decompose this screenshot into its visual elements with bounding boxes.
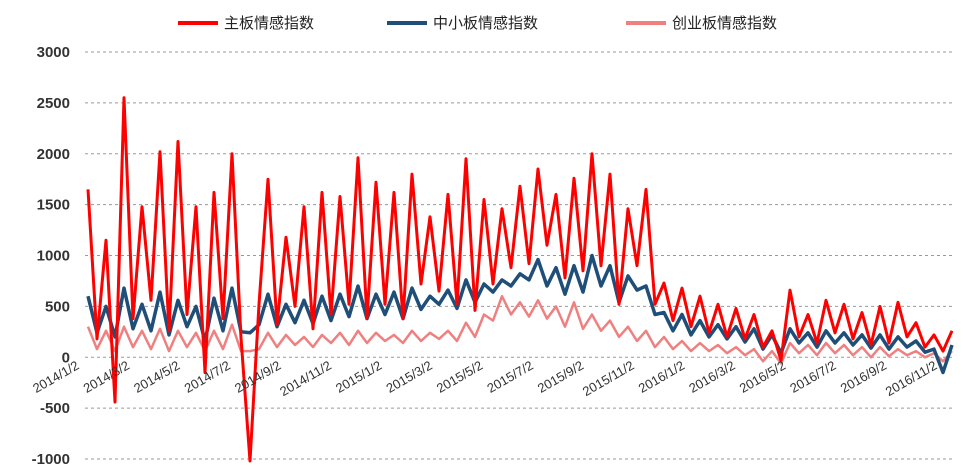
y-tick-label: 2500 <box>37 95 70 112</box>
x-tick-label: 2015/11/2 <box>580 358 637 399</box>
legend: 主板情感指数 中小板情感指数 创业板情感指数 <box>178 14 777 32</box>
x-axis-ticks: 2014/1/2 2014/3/2 2014/5/2 2014/7/2 2014/9/2… <box>30 358 939 399</box>
x-tick-label: 2015/1/2 <box>333 358 384 396</box>
y-tick-label: 1500 <box>37 197 70 214</box>
legend-label-1: 中小板情感指数 <box>433 14 538 32</box>
x-tick-label: 2015/5/2 <box>434 358 485 396</box>
x-tick-label: 2016/3/2 <box>686 358 737 396</box>
x-tick-label: 2014/5/2 <box>131 358 182 396</box>
x-tick-label: 2015/9/2 <box>535 358 586 396</box>
x-tick-label: 2014/1/2 <box>30 358 81 396</box>
x-tick-label: 2015/3/2 <box>383 358 434 396</box>
x-tick-label: 2016/1/2 <box>636 358 687 396</box>
series-layer <box>86 96 954 463</box>
y-tick-label: 0 <box>62 349 70 366</box>
y-tick-label: 3000 <box>37 44 70 61</box>
series-line-1 <box>86 253 954 375</box>
x-tick-label: 2014/3/2 <box>81 358 132 396</box>
y-tick-label: -1000 <box>32 451 70 468</box>
x-tick-label: 2016/9/2 <box>838 358 889 396</box>
x-tick-label: 2015/7/2 <box>484 358 535 396</box>
legend-label-0: 主板情感指数 <box>224 14 314 32</box>
x-tick-label: 2014/9/2 <box>232 358 283 396</box>
x-tick-label: 2016/7/2 <box>787 358 838 396</box>
x-tick-label: 2016/5/2 <box>737 358 788 396</box>
series-line-0 <box>86 96 954 463</box>
y-tick-label: 500 <box>45 298 70 315</box>
legend-label-2: 创业板情感指数 <box>672 14 777 32</box>
x-tick-label: 2016/11/2 <box>883 358 940 399</box>
series-line-2 <box>86 294 953 365</box>
grid-layer <box>85 51 952 460</box>
y-axis-ticks: -1000 -500 0 500 1000 1500 2000 2500 3000 <box>32 44 70 468</box>
y-tick-label: 1000 <box>37 248 70 265</box>
x-tick-label: 2014/7/2 <box>182 358 233 396</box>
y-tick-label: -500 <box>40 400 70 417</box>
y-tick-label: 2000 <box>37 146 70 163</box>
x-tick-label: 2014/11/2 <box>277 358 334 399</box>
